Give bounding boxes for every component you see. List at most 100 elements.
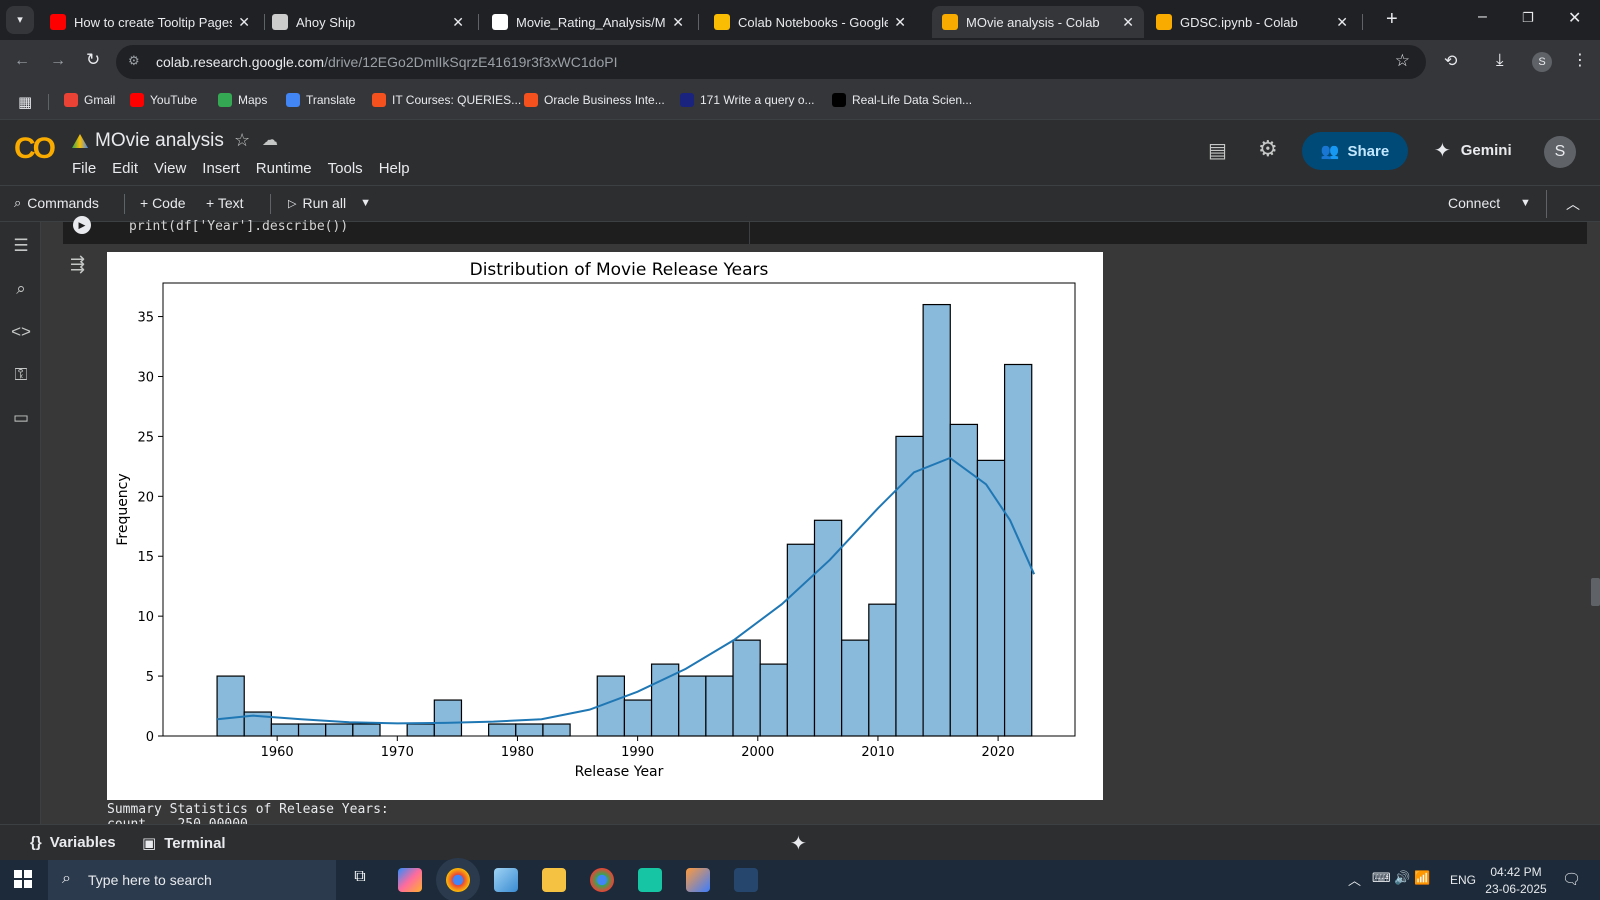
collapse-header-icon[interactable]: ︿: [1566, 196, 1580, 212]
tab-title: Colab Notebooks - Google D: [738, 14, 889, 30]
bookmark-item[interactable]: 171 Write a query o...: [680, 93, 815, 107]
paint-icon[interactable]: [686, 868, 710, 892]
download-icon[interactable]: ⤓: [1496, 50, 1504, 69]
star-icon[interactable]: ☆: [234, 130, 251, 150]
notifications-icon[interactable]: 🗨: [1562, 871, 1582, 888]
variables-button[interactable]: {} Variables: [30, 834, 116, 851]
settings-gear-icon[interactable]: ⚙: [1258, 136, 1278, 161]
cell-code-text[interactable]: print(df['Year'].describe()): [129, 219, 349, 234]
close-tab-icon[interactable]: ✕: [238, 13, 250, 30]
app-icon[interactable]: [494, 868, 518, 892]
notebook-title[interactable]: MOvie analysis: [95, 130, 224, 151]
new-tab-icon[interactable]: +: [1386, 8, 1398, 30]
gemini-sparkle-icon[interactable]: ✦: [790, 833, 807, 855]
share-button[interactable]: 👥 Share: [1302, 132, 1408, 170]
windows-start-icon[interactable]: [14, 870, 32, 888]
bookmark-item[interactable]: Translate: [286, 93, 356, 107]
language-indicator[interactable]: ENG: [1450, 873, 1477, 887]
close-tab-icon[interactable]: ✕: [452, 13, 464, 30]
menu-item[interactable]: Insert: [202, 160, 240, 177]
connect-dropdown-icon[interactable]: ▼: [1520, 197, 1531, 209]
forward-icon[interactable]: →: [50, 52, 66, 69]
user-avatar[interactable]: S: [1544, 136, 1576, 168]
files-folder-icon[interactable]: ▭: [12, 408, 30, 427]
browser-tab[interactable]: Colab Notebooks - Google D ✕: [704, 6, 916, 38]
browser-tab[interactable]: MOvie analysis - Colab ✕: [932, 6, 1144, 38]
browser-tab[interactable]: How to create Tooltip Pages ✕: [40, 6, 260, 38]
sparkle-icon: ✦: [1434, 140, 1451, 162]
tray-icons[interactable]: ⌨ 🔊 📶: [1372, 870, 1431, 885]
find-icon[interactable]: ⌕: [16, 279, 26, 298]
close-window-icon[interactable]: ✕: [1568, 10, 1582, 27]
bookmark-item[interactable]: IT Courses: QUERIES...: [372, 93, 521, 107]
back-icon[interactable]: ←: [14, 52, 30, 69]
bottom-panel-bar: {} Variables ▣ Terminal ✦: [0, 824, 1600, 860]
connect-button[interactable]: Connect: [1448, 195, 1501, 211]
run-cell-icon[interactable]: ▶: [73, 216, 91, 234]
history-icon[interactable]: ⟲: [1444, 53, 1458, 70]
menu-item[interactable]: Help: [378, 160, 410, 177]
minimize-icon[interactable]: –: [1478, 8, 1487, 25]
add-code-button[interactable]: + Code: [140, 195, 186, 211]
clock-time[interactable]: 04:42 PM: [1490, 865, 1542, 879]
output-options-icon[interactable]: ⇶: [70, 254, 86, 274]
bookmarks-divider: [48, 94, 49, 110]
tab-search-button[interactable]: ▾: [6, 6, 34, 34]
bookmark-star-icon[interactable]: ☆: [1394, 51, 1410, 70]
close-tab-icon[interactable]: ✕: [672, 13, 684, 30]
bookmark-item[interactable]: Maps: [218, 93, 267, 107]
terminal-button[interactable]: ▣ Terminal: [142, 834, 226, 853]
bookmark-label: Oracle Business Inte...: [544, 93, 665, 107]
chevron-down-icon[interactable]: ▼: [360, 197, 371, 209]
cell-divider: [749, 222, 750, 244]
run-all-button[interactable]: ▷ Run all ▼: [288, 195, 371, 211]
taskbar-search-input[interactable]: ⌕ Type here to search: [48, 860, 336, 900]
browser-menu-icon[interactable]: ⋮: [1572, 52, 1588, 69]
browser-tab[interactable]: Ahoy Ship ✕: [262, 6, 474, 38]
ssms-icon[interactable]: [734, 868, 758, 892]
menu-item[interactable]: Edit: [112, 160, 139, 177]
close-tab-icon[interactable]: ✕: [894, 13, 906, 30]
clock-date[interactable]: 23-06-2025: [1485, 882, 1547, 896]
add-text-button[interactable]: + Text: [206, 195, 244, 211]
file-explorer-icon[interactable]: [542, 868, 566, 892]
menu-item[interactable]: Tools: [327, 160, 363, 177]
apps-grid-icon[interactable]: ▦: [18, 94, 33, 111]
comments-icon[interactable]: ▤: [1208, 140, 1227, 162]
task-view-icon[interactable]: ⧉: [354, 868, 366, 885]
site-info-icon[interactable]: ⚙: [128, 53, 140, 68]
commands-button[interactable]: ⌕ Commands: [14, 195, 99, 211]
scrollbar-thumb[interactable]: [1591, 578, 1600, 606]
url-field[interactable]: ⚙ colab.research.google.com/drive/12EGo2…: [116, 45, 1426, 79]
close-tab-icon[interactable]: ✕: [1122, 13, 1134, 30]
browser-tab[interactable]: Movie_Rating_Analysis/MOvi ✕: [482, 6, 694, 38]
bookmark-item[interactable]: Oracle Business Inte...: [524, 93, 665, 107]
code-snippets-icon[interactable]: <>: [11, 322, 31, 341]
menu-item[interactable]: Runtime: [255, 160, 312, 177]
chrome-icon[interactable]: [590, 868, 614, 892]
chrome-active-icon[interactable]: [446, 868, 470, 892]
left-sidebar: ☰ ⌕ <> ⚿ ▭: [0, 222, 41, 824]
people-icon: 👥: [1320, 143, 1340, 160]
gemini-button[interactable]: ✦ Gemini: [1434, 140, 1512, 162]
secrets-key-icon[interactable]: ⚿: [14, 365, 28, 384]
pycharm-icon[interactable]: [638, 868, 662, 892]
bookmark-item[interactable]: Gmail: [64, 93, 115, 107]
bookmark-item[interactable]: Real-Life Data Scien...: [832, 93, 972, 107]
menu-item[interactable]: View: [154, 160, 187, 177]
copilot-icon[interactable]: [398, 868, 422, 892]
code-cell[interactable]: ▶ print(df['Year'].describe()): [63, 216, 1587, 244]
restore-icon[interactable]: ❐: [1522, 10, 1534, 25]
tray-chevron-icon[interactable]: ︿: [1348, 873, 1362, 888]
bookmark-item[interactable]: YouTube: [130, 93, 197, 107]
profile-avatar[interactable]: S: [1532, 52, 1552, 72]
close-tab-icon[interactable]: ✕: [1336, 13, 1348, 30]
menu-item[interactable]: File: [72, 160, 97, 177]
table-of-contents-icon[interactable]: ☰: [13, 236, 29, 255]
browser-tab[interactable]: GDSC.ipynb - Colab ✕: [1146, 6, 1358, 38]
ship-icon: [272, 14, 288, 30]
reload-icon[interactable]: ↻: [86, 50, 101, 69]
colab-logo-icon[interactable]: CO: [14, 132, 56, 165]
histogram-chart: Distribution of Movie Release Years 1960 1…: [115, 260, 1076, 780]
tab-title: How to create Tooltip Pages: [74, 14, 233, 30]
